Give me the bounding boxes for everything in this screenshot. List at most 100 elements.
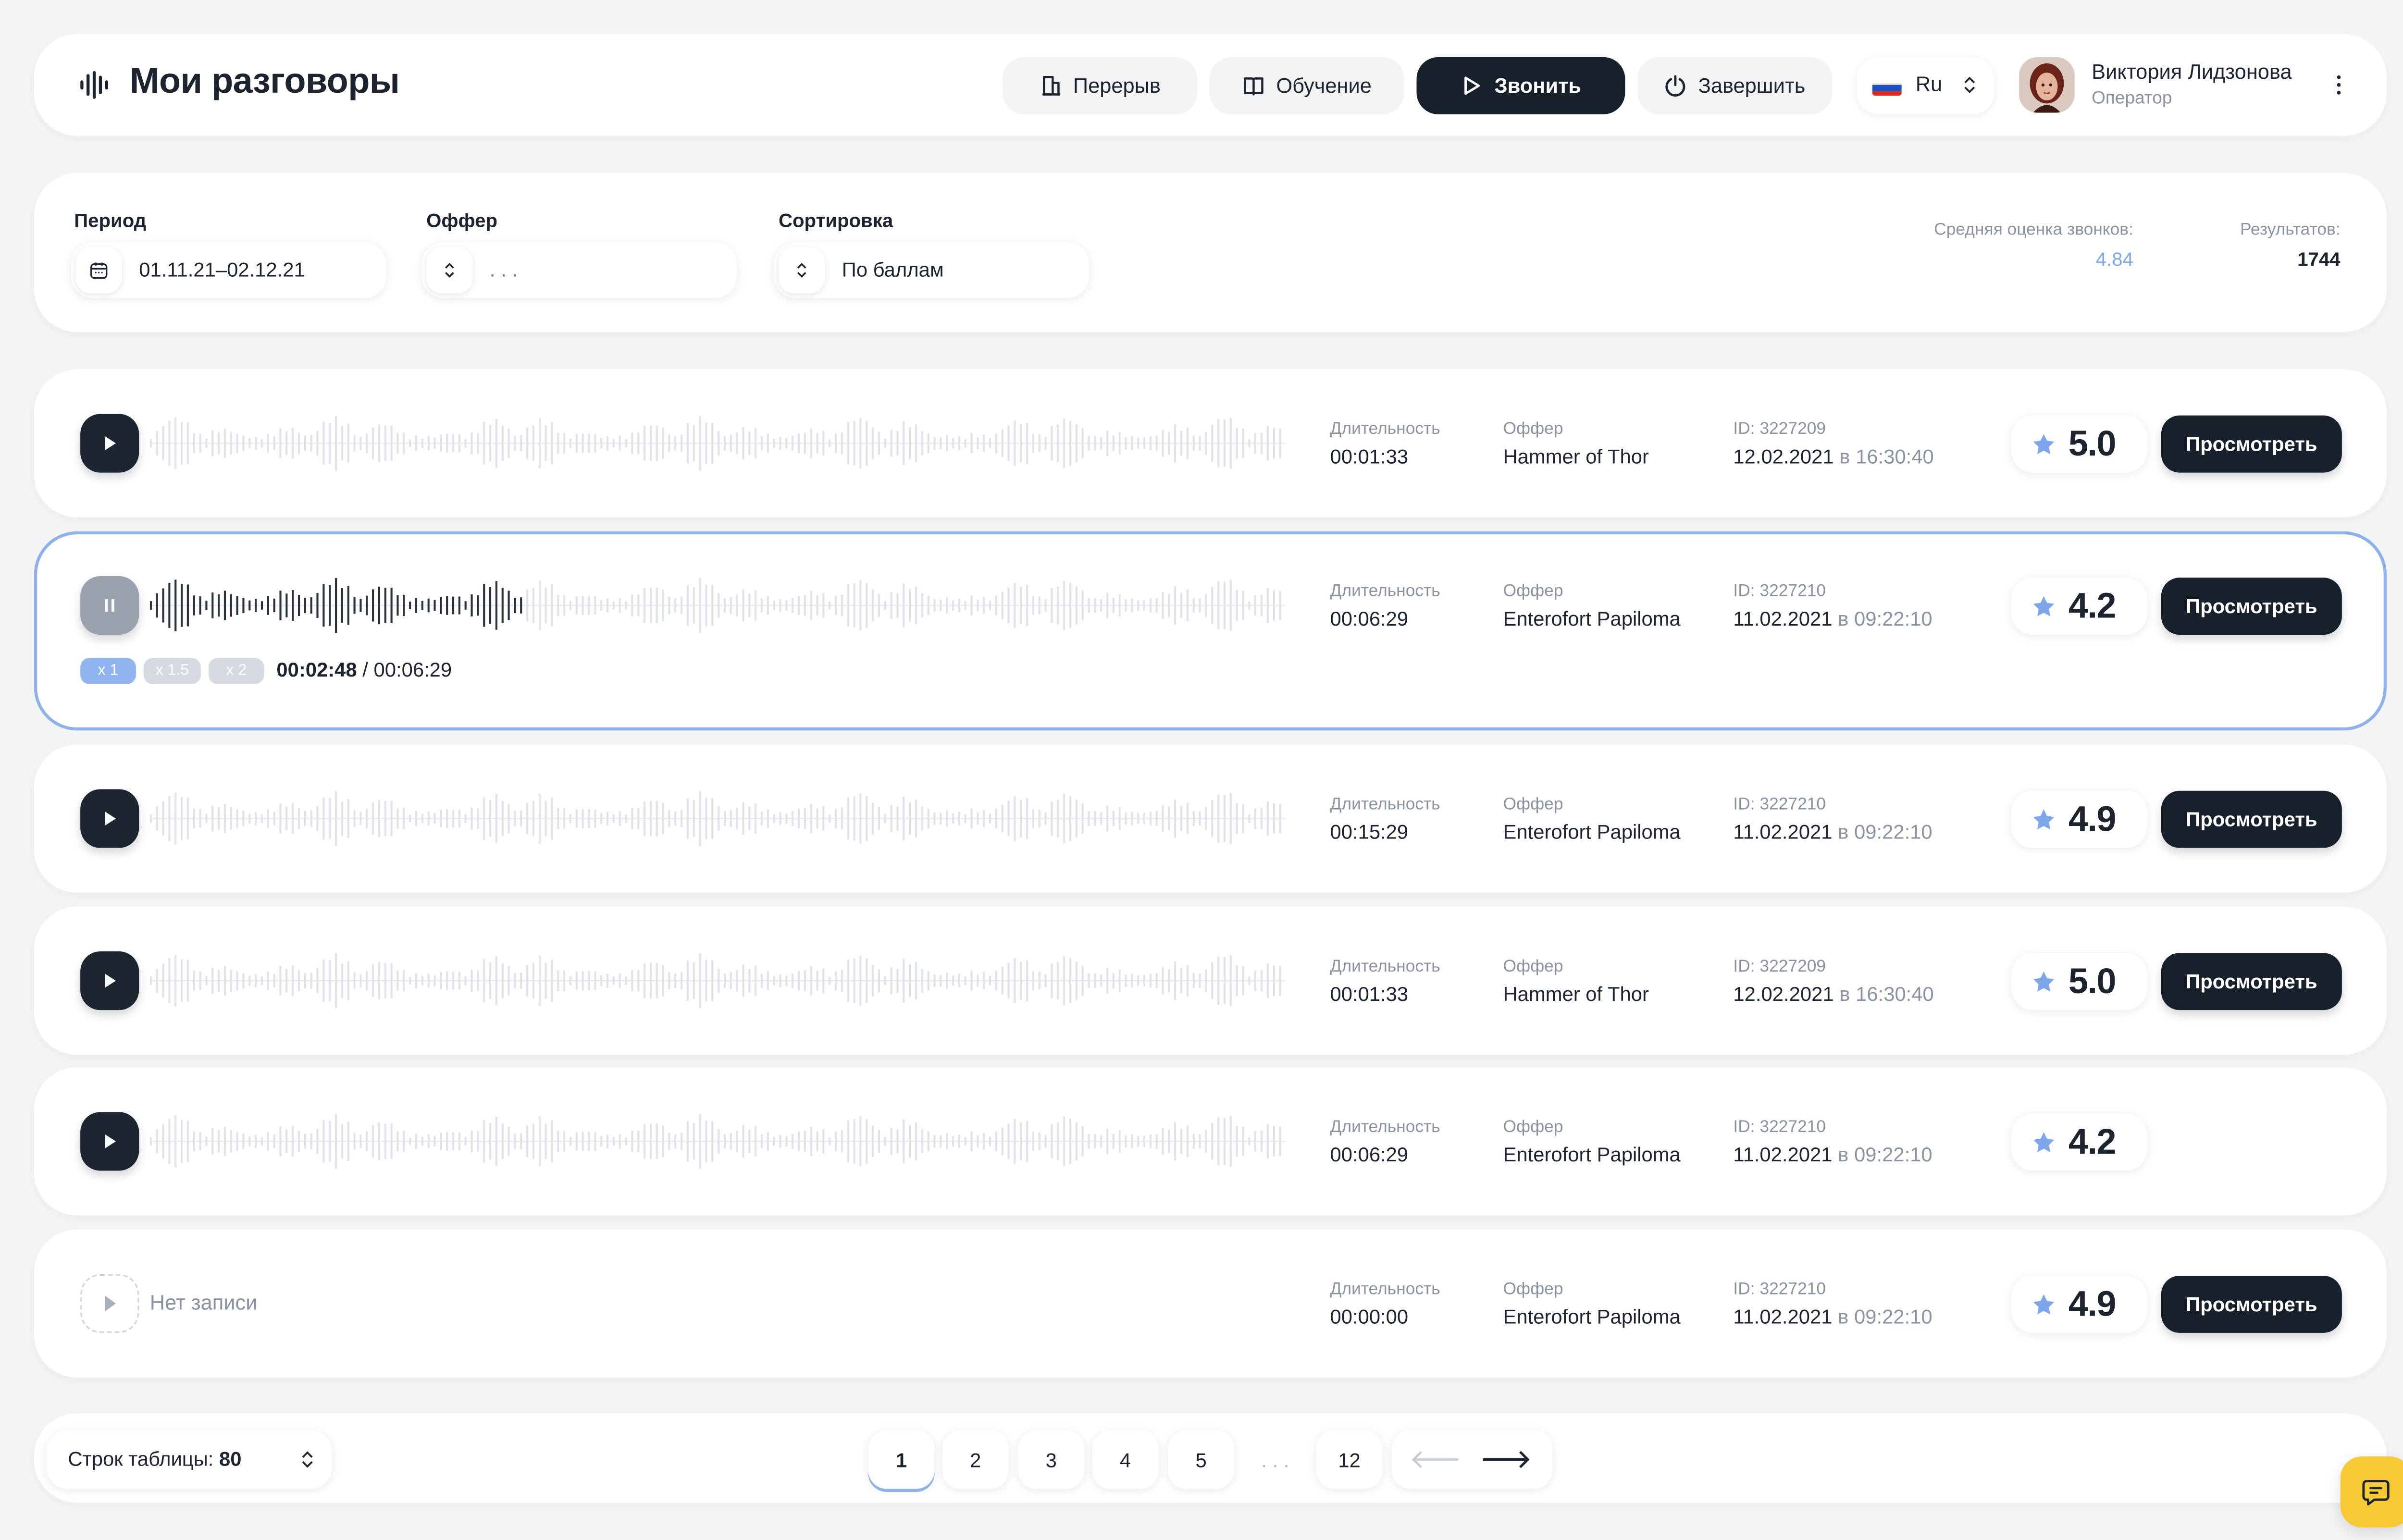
sort-select[interactable]: По баллам [774, 242, 1090, 298]
waveform-bar [662, 590, 664, 621]
waveform-bar [1014, 958, 1016, 1004]
language-select[interactable]: Ru [1857, 57, 1994, 114]
waveform-bar [1057, 424, 1059, 462]
waveform-bar [835, 971, 837, 991]
pause-button[interactable] [80, 576, 139, 635]
waveform-bar [1168, 593, 1170, 617]
break-button[interactable]: Перерыв [1003, 57, 1198, 114]
play-button[interactable] [80, 951, 139, 1010]
arrow-right-icon[interactable] [1482, 1450, 1531, 1469]
break-icon [1042, 76, 1060, 96]
page-button[interactable]: 4 [1092, 1430, 1159, 1489]
waveform-bar [1051, 426, 1053, 461]
speed-button[interactable]: x 1.5 [143, 658, 201, 684]
view-button[interactable]: Просмотреть [2161, 953, 2342, 1010]
waveform-bar [1038, 810, 1040, 827]
waveform-bar [1081, 590, 1084, 621]
waveform-bar [940, 437, 942, 449]
waveform-bar [995, 1131, 998, 1152]
waveform-bar [551, 960, 553, 1002]
period-picker[interactable]: 01.11.21–02.12.21 [71, 242, 386, 298]
waveform-bar [1155, 811, 1158, 826]
waveform-bar [230, 969, 232, 992]
waveform-bar [575, 434, 578, 453]
view-button[interactable]: Просмотреть [2161, 1276, 2342, 1333]
waveform-bar [526, 427, 529, 459]
waveform-bar [718, 593, 720, 618]
waveform-bar [872, 802, 874, 835]
waveform-bar [612, 976, 615, 985]
audio-waveform[interactable] [149, 1114, 1286, 1170]
waveform-bar [606, 1134, 609, 1148]
waveform-bar [792, 1134, 794, 1149]
waveform-bar [921, 969, 923, 993]
page-button[interactable]: 1 [868, 1430, 935, 1489]
view-button[interactable]: Просмотреть [2161, 578, 2342, 635]
waveform-bar [520, 973, 522, 989]
chat-support-button[interactable] [2340, 1456, 2403, 1528]
waveform-bar [773, 439, 775, 448]
waveform-bar [415, 598, 418, 613]
view-button[interactable]: Просмотреть [2161, 790, 2342, 848]
waveform-bar [501, 588, 504, 623]
play-button[interactable] [80, 789, 139, 848]
waveform-bar [822, 806, 825, 831]
waveform-bar [1162, 967, 1164, 995]
page-button[interactable]: 2 [942, 1430, 1009, 1489]
page-button[interactable]: 12 [1316, 1430, 1383, 1489]
offer-select[interactable]: . . . [421, 242, 737, 298]
play-button[interactable] [80, 414, 139, 473]
waveform-bar [471, 432, 473, 455]
waveform-bar [915, 1122, 917, 1160]
waveform-bar [625, 976, 627, 985]
waveform-bar [600, 600, 603, 611]
waveform-bar [452, 810, 455, 827]
conversation-row: Длительность 00:06:29 Оффер Enterofort P… [34, 1067, 2387, 1216]
waveform-bar [495, 1117, 498, 1166]
waveform-bar [452, 972, 455, 990]
waveform-bar [403, 594, 405, 616]
page-button[interactable]: 3 [1018, 1430, 1085, 1489]
waveform-bar [915, 800, 917, 838]
audio-waveform[interactable] [149, 953, 1286, 1009]
more-vertical-icon[interactable] [2329, 73, 2348, 97]
speed-button[interactable]: x 2 [208, 658, 264, 684]
waveform-bar [872, 1125, 874, 1158]
audio-waveform[interactable] [149, 791, 1286, 847]
speed-button[interactable]: x 1 [80, 658, 136, 684]
duration-value: 00:15:29 [1330, 820, 1409, 844]
waveform-bar [156, 1129, 158, 1154]
finish-button[interactable]: Завершить [1637, 57, 1833, 114]
waveform-bar [1106, 1128, 1109, 1155]
waveform-bar [477, 595, 479, 616]
waveform-bar [859, 418, 862, 468]
waveform-bar [316, 968, 319, 994]
waveform-bar [149, 814, 152, 823]
arrow-left-icon[interactable] [1411, 1450, 1460, 1469]
call-button[interactable]: Звонить [1416, 57, 1625, 114]
waveform-bar [810, 804, 812, 833]
page-button[interactable]: 5 [1168, 1430, 1235, 1489]
waveform-bar [588, 971, 590, 990]
audio-waveform[interactable] [149, 578, 1286, 633]
audio-waveform[interactable] [149, 416, 1286, 471]
waveform-bar [569, 601, 572, 610]
play-button[interactable] [80, 1112, 139, 1171]
waveform-bar [631, 594, 633, 616]
waveform-bar [760, 1134, 763, 1148]
avatar[interactable] [2019, 57, 2075, 113]
waveform-bar [236, 433, 238, 453]
waveform-bar [322, 422, 325, 465]
rows-per-page-select[interactable]: Строк таблицы: 80 [46, 1430, 333, 1489]
waveform-bar [1137, 438, 1140, 449]
waveform-bar [415, 435, 418, 451]
waveform-bar [334, 1114, 337, 1169]
waveform-bar [853, 958, 855, 1003]
view-button[interactable]: Просмотреть [2161, 415, 2342, 473]
waveform-bar [538, 1116, 541, 1167]
waveform-bar [1174, 961, 1177, 1000]
waveform-bar [297, 432, 300, 454]
play-icon [105, 1134, 116, 1148]
waveform-bar [1217, 419, 1220, 468]
training-button[interactable]: Обучение [1209, 57, 1404, 114]
